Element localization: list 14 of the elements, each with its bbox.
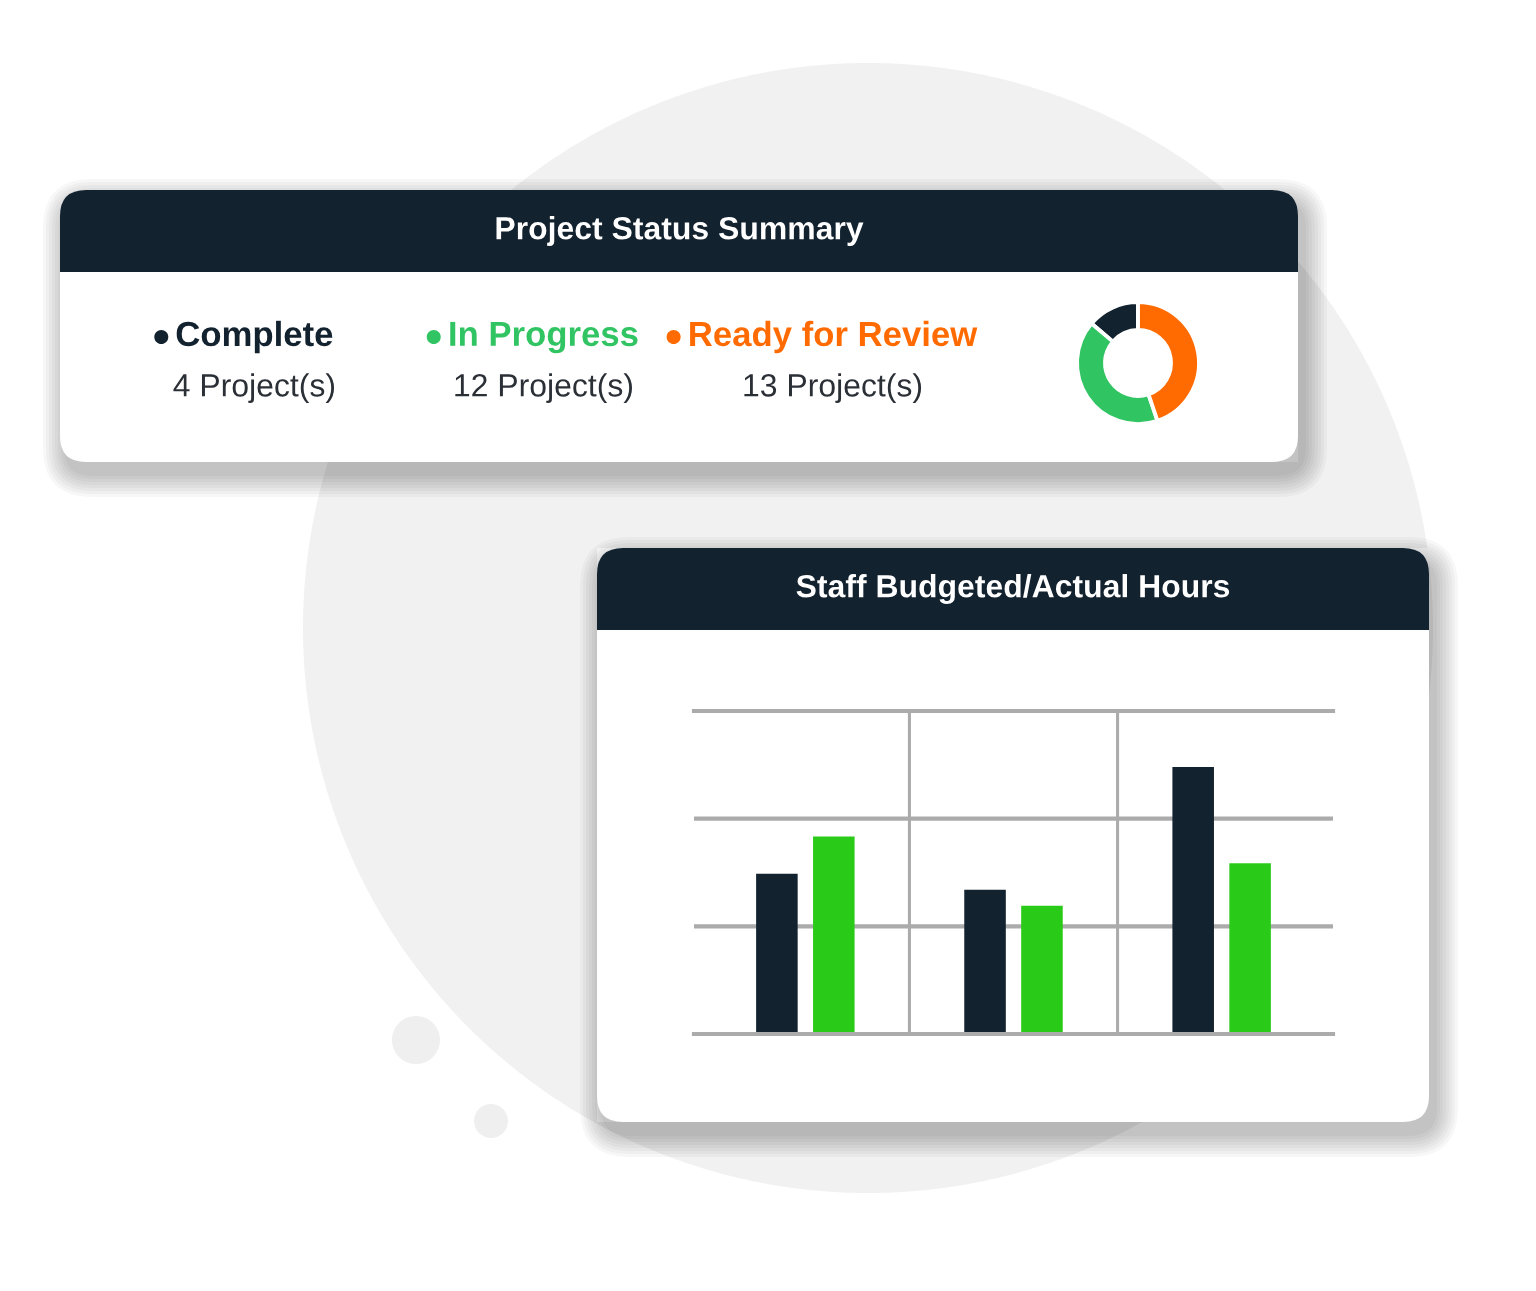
legend-label: Complete <box>176 320 333 354</box>
data-label: 4 Project(s) <box>173 373 335 403</box>
data-label: 12 Project(s) <box>455 373 632 403</box>
chart-title: Project Status Summary <box>496 216 864 246</box>
bar <box>756 873 798 1034</box>
legend-label: Ready for Review <box>690 320 978 354</box>
legend-label: In Progress <box>450 321 638 354</box>
data-label: 13 Project(s) <box>744 373 922 403</box>
bar <box>1021 905 1063 1034</box>
bar <box>964 889 1006 1034</box>
bar <box>1229 863 1271 1034</box>
chart-title: Staff Budgeted/Actual Hours <box>796 574 1230 604</box>
bar <box>813 836 855 1034</box>
bar <box>1172 767 1214 1034</box>
